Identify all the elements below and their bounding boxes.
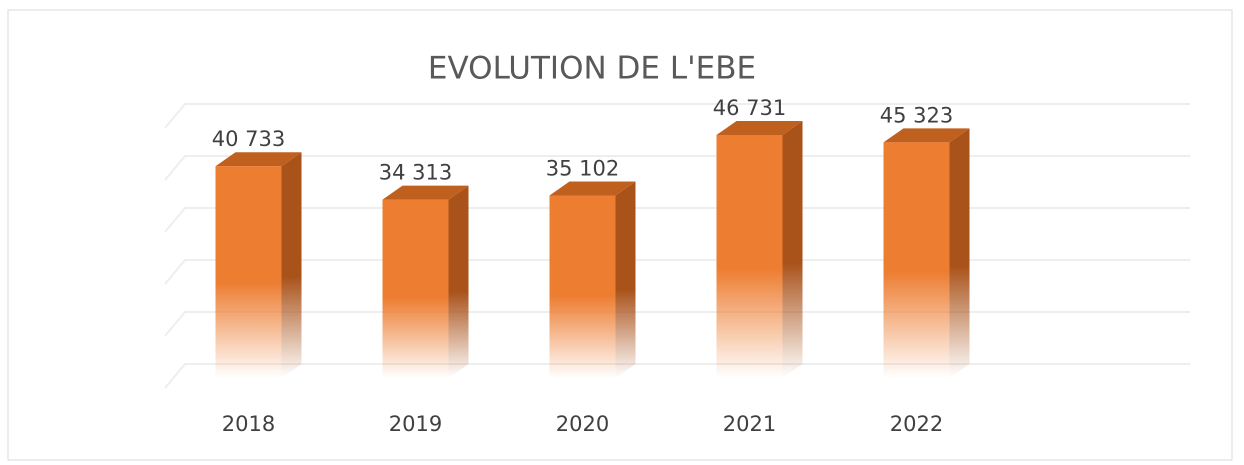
bar-side [782,120,803,378]
bar [883,142,950,378]
grid-line [164,311,1190,337]
data-label: 45 323 [880,103,953,127]
bar [215,166,282,378]
x-tick-label: 2022 [890,412,943,436]
x-tick-label: 2019 [389,412,442,436]
data-label: 35 102 [546,156,619,180]
grid-line [164,363,1190,389]
bar-top [716,120,803,135]
bar-side [949,128,970,378]
grid-line [164,207,1190,233]
bar [382,199,449,378]
grid-line [164,155,1190,181]
data-label: 46 731 [713,96,786,120]
grid-line [164,259,1190,285]
bar-top [382,185,469,200]
data-label: 40 733 [212,127,285,151]
x-tick-label: 2021 [723,412,776,436]
bar-top [215,152,302,167]
bar [549,195,616,378]
bar-top [549,181,636,196]
bar-top [883,128,970,143]
bar-side [615,181,636,378]
bar-side [448,185,469,378]
grid-line [164,103,1190,129]
x-tick-label: 2020 [556,412,609,436]
bar-side [281,152,302,378]
x-tick-label: 2018 [222,412,275,436]
chart-title: EVOLUTION DE L'EBE [428,51,756,87]
bar [716,134,783,378]
data-label: 34 313 [379,161,452,185]
